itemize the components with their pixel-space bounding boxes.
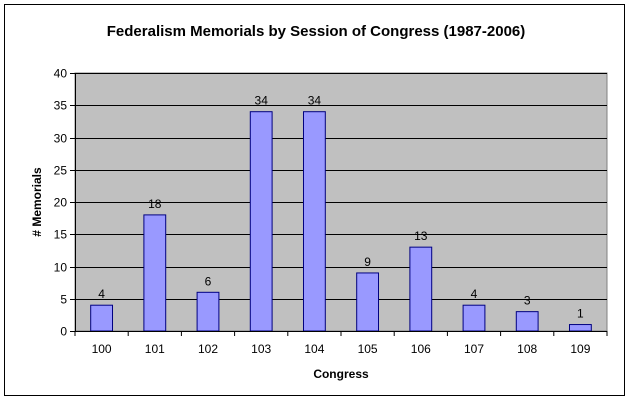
bar-100 xyxy=(90,304,114,332)
bar-109 xyxy=(568,324,592,332)
x-tick-label-105: 105 xyxy=(358,342,378,356)
x-axis: 100 101 102 103 104 105 106 107 108 109 xyxy=(74,331,608,356)
y-axis: 0 5 10 15 20 25 30 35 40 xyxy=(54,67,76,339)
bar-101 xyxy=(143,214,167,332)
x-tick-label-101: 101 xyxy=(145,342,165,356)
data-label-105: 9 xyxy=(364,255,371,269)
y-tick-label: 30 xyxy=(54,132,68,146)
bars xyxy=(90,111,592,332)
y-tick-label: 0 xyxy=(60,325,67,339)
x-tick-label-107: 107 xyxy=(464,342,484,356)
x-tick-label-102: 102 xyxy=(198,342,218,356)
data-label-102: 6 xyxy=(205,274,212,288)
bar-105 xyxy=(356,272,380,332)
data-label-106: 13 xyxy=(414,229,428,243)
x-tick-label-100: 100 xyxy=(92,342,112,356)
bar-106 xyxy=(409,246,433,332)
bar-102 xyxy=(196,291,220,332)
data-label-100: 4 xyxy=(98,287,105,301)
x-tick-label-109: 109 xyxy=(570,342,590,356)
data-label-109: 1 xyxy=(577,307,584,321)
bar-103 xyxy=(249,111,273,332)
y-tick-label: 35 xyxy=(54,99,68,113)
y-tick-label: 25 xyxy=(54,164,68,178)
data-label-103: 34 xyxy=(255,94,269,108)
data-label-104: 34 xyxy=(308,94,322,108)
y-tick-label: 15 xyxy=(54,228,68,242)
data-label-107: 4 xyxy=(471,287,478,301)
x-tick-label-108: 108 xyxy=(517,342,537,356)
data-label-101: 18 xyxy=(148,197,162,211)
bar-107 xyxy=(462,304,486,332)
data-labels: 4 18 6 34 34 9 13 4 3 1 xyxy=(98,94,584,321)
y-tick-label: 20 xyxy=(54,196,68,210)
y-tick-label: 40 xyxy=(54,67,68,81)
y-axis-title: # Memorials xyxy=(30,167,44,237)
chart-title: Federalism Memorials by Session of Congr… xyxy=(107,23,526,40)
x-axis-title: Congress xyxy=(313,367,369,381)
bar-104 xyxy=(302,111,326,332)
bar-108 xyxy=(515,311,539,332)
x-tick-label-106: 106 xyxy=(411,342,431,356)
x-tick-label-104: 104 xyxy=(304,342,324,356)
y-tick-label: 10 xyxy=(54,261,68,275)
y-tick-label: 5 xyxy=(60,293,67,307)
x-tick-label-103: 103 xyxy=(251,342,271,356)
data-label-108: 3 xyxy=(524,294,531,308)
